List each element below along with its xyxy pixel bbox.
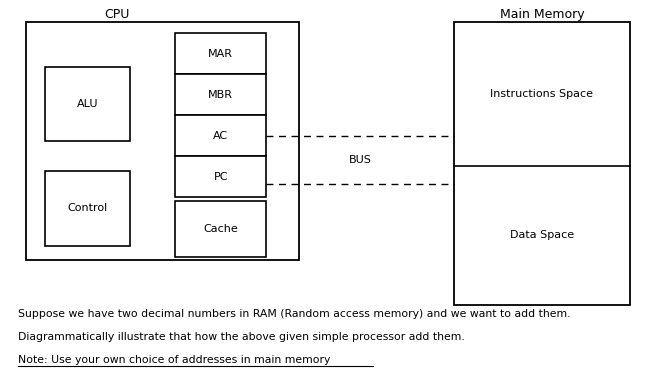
Text: BUS: BUS <box>349 155 372 165</box>
Bar <box>175 115 266 156</box>
Bar <box>175 156 266 197</box>
Text: Cache: Cache <box>203 224 238 234</box>
Text: Data Space: Data Space <box>510 230 574 240</box>
Bar <box>175 33 266 74</box>
Text: Suppose we have two decimal numbers in RAM (Random access memory) and we want to: Suppose we have two decimal numbers in R… <box>18 310 570 319</box>
Bar <box>45 171 130 246</box>
Text: Diagrammatically illustrate that how the above given simple processor add them.: Diagrammatically illustrate that how the… <box>18 332 465 341</box>
Bar <box>175 74 266 115</box>
Text: Control: Control <box>67 203 108 213</box>
Text: CPU: CPU <box>104 9 130 21</box>
Text: Instructions Space: Instructions Space <box>491 89 593 99</box>
Text: MAR: MAR <box>208 49 233 59</box>
Text: ALU: ALU <box>77 99 99 109</box>
Text: PC: PC <box>214 172 228 182</box>
Text: AC: AC <box>213 131 228 141</box>
Bar <box>26 22 299 260</box>
Text: Main Memory: Main Memory <box>500 9 584 21</box>
Bar <box>45 67 130 141</box>
Bar <box>175 201 266 257</box>
Bar <box>454 22 630 305</box>
Text: Note: Use your own choice of addresses in main memory: Note: Use your own choice of addresses i… <box>18 355 330 365</box>
Text: MBR: MBR <box>208 90 233 100</box>
